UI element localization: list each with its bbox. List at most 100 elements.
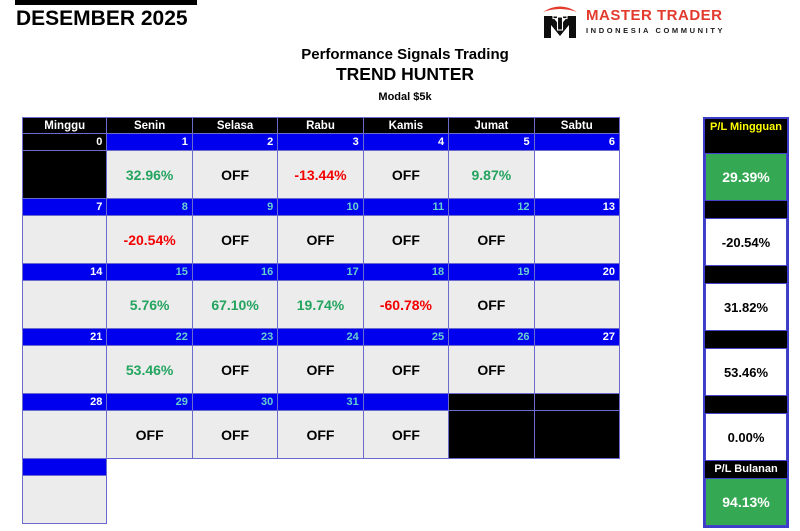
pl-spacer bbox=[705, 396, 787, 413]
date-cell: 14 bbox=[22, 264, 108, 281]
pl-panel: P/L Mingguan 29.39% -20.54% 31.82% 53.46… bbox=[703, 117, 789, 528]
value-row-week-5: OFF OFF OFF OFF bbox=[22, 411, 620, 459]
day-header-rabu: Rabu bbox=[278, 117, 364, 134]
date-cell: 20 bbox=[534, 264, 620, 281]
value-cell bbox=[22, 151, 108, 199]
day-header-jumat: Jumat bbox=[449, 117, 535, 134]
value-row-week-4: 53.46% OFF OFF OFF OFF bbox=[22, 346, 620, 394]
value-cell: OFF bbox=[363, 411, 450, 459]
date-cell: 17 bbox=[278, 264, 364, 281]
day-header-minggu: Minggu bbox=[22, 117, 108, 134]
date-row-week-2: 7 8 9 10 11 12 13 bbox=[22, 199, 620, 216]
date-cell: 9 bbox=[192, 199, 279, 216]
day-header-senin: Senin bbox=[107, 117, 193, 134]
date-cell: 0 bbox=[22, 134, 108, 151]
day-header-kamis: Kamis bbox=[363, 117, 450, 134]
value-cell: OFF bbox=[278, 216, 364, 264]
value-cell bbox=[22, 476, 108, 524]
pl-monthly-header: P/L Bulanan bbox=[705, 461, 787, 478]
pl-weekly-value: -20.54% bbox=[705, 218, 787, 266]
date-cell: 18 bbox=[363, 264, 450, 281]
value-cell: OFF bbox=[192, 346, 279, 394]
date-cell bbox=[449, 394, 535, 411]
date-cell: 10 bbox=[278, 199, 364, 216]
date-cell bbox=[534, 394, 620, 411]
day-header-sabtu: Sabtu bbox=[534, 117, 620, 134]
date-cell: 5 bbox=[449, 134, 535, 151]
value-row-week-6 bbox=[22, 476, 620, 524]
value-cell: -13.44% bbox=[278, 151, 364, 199]
date-cell: 7 bbox=[22, 199, 108, 216]
value-cell: -60.78% bbox=[363, 281, 450, 329]
value-cell bbox=[22, 216, 108, 264]
value-cell: OFF bbox=[192, 151, 279, 199]
modal-subtitle: Modal $5k bbox=[378, 91, 432, 103]
date-cell: 23 bbox=[192, 329, 279, 346]
value-cell bbox=[534, 281, 620, 329]
value-cell: OFF bbox=[363, 151, 450, 199]
value-row-week-3: 5.76% 67.10% 19.74% -60.78% OFF bbox=[22, 281, 620, 329]
date-row-week-1: 0 1 2 3 4 5 6 bbox=[22, 134, 620, 151]
pl-spacer bbox=[705, 201, 787, 218]
value-cell: OFF bbox=[192, 216, 279, 264]
strategy-title: TREND HUNTER bbox=[335, 64, 475, 84]
value-cell bbox=[22, 346, 108, 394]
value-cell: 53.46% bbox=[107, 346, 193, 394]
value-cell bbox=[534, 346, 620, 394]
pl-spacer bbox=[705, 136, 787, 153]
value-cell bbox=[534, 411, 620, 459]
brand-logo: MASTER TRADER INDONESIA COMMUNITY bbox=[540, 3, 725, 39]
value-cell: OFF bbox=[449, 281, 535, 329]
date-cell: 31 bbox=[278, 394, 364, 411]
date-cell: 22 bbox=[107, 329, 193, 346]
calendar-header-row: Minggu Senin Selasa Rabu Kamis Jumat Sab… bbox=[22, 117, 620, 134]
value-cell: OFF bbox=[449, 216, 535, 264]
date-cell: 19 bbox=[449, 264, 535, 281]
value-cell: 19.74% bbox=[278, 281, 364, 329]
master-trader-logo-icon bbox=[543, 6, 577, 38]
month-title: DESEMBER 2025 bbox=[16, 7, 188, 30]
date-cell: 26 bbox=[449, 329, 535, 346]
top-black-bar bbox=[15, 0, 197, 5]
date-cell: 29 bbox=[107, 394, 193, 411]
value-cell bbox=[534, 151, 620, 199]
value-cell: OFF bbox=[278, 411, 364, 459]
pl-spacer bbox=[705, 331, 787, 348]
value-cell: OFF bbox=[278, 346, 364, 394]
pl-monthly-value: 94.13% bbox=[705, 478, 787, 526]
date-cell: 2 bbox=[192, 134, 279, 151]
pl-weekly-value: 53.46% bbox=[705, 348, 787, 396]
pl-weekly-value: 0.00% bbox=[705, 413, 787, 461]
value-cell: 32.96% bbox=[107, 151, 193, 199]
date-row-week-3: 14 15 16 17 18 19 20 bbox=[22, 264, 620, 281]
pl-weekly-value: 31.82% bbox=[705, 283, 787, 331]
date-row-week-4: 21 22 23 24 25 26 27 bbox=[22, 329, 620, 346]
date-cell: 8 bbox=[107, 199, 193, 216]
date-cell: 1 bbox=[107, 134, 193, 151]
value-row-week-2: -20.54% OFF OFF OFF OFF bbox=[22, 216, 620, 264]
date-cell: 15 bbox=[107, 264, 193, 281]
value-cell bbox=[22, 411, 108, 459]
date-cell bbox=[363, 394, 450, 411]
pl-spacer bbox=[705, 266, 787, 283]
date-cell: 25 bbox=[363, 329, 450, 346]
date-cell: 13 bbox=[534, 199, 620, 216]
date-cell: 3 bbox=[278, 134, 364, 151]
value-cell: OFF bbox=[449, 346, 535, 394]
calendar-table: Minggu Senin Selasa Rabu Kamis Jumat Sab… bbox=[22, 117, 620, 524]
date-row-week-5: 28 29 30 31 bbox=[22, 394, 620, 411]
pl-weekly-value: 29.39% bbox=[705, 153, 787, 201]
value-cell: OFF bbox=[363, 346, 450, 394]
date-cell bbox=[22, 459, 108, 476]
value-cell: -20.54% bbox=[107, 216, 193, 264]
date-cell: 21 bbox=[22, 329, 108, 346]
date-cell: 4 bbox=[363, 134, 450, 151]
date-cell: 28 bbox=[22, 394, 108, 411]
value-cell bbox=[449, 411, 535, 459]
date-cell: 24 bbox=[278, 329, 364, 346]
value-cell: 67.10% bbox=[192, 281, 279, 329]
pl-weekly-header: P/L Mingguan bbox=[705, 119, 787, 136]
date-cell: 6 bbox=[534, 134, 620, 151]
value-cell: OFF bbox=[107, 411, 193, 459]
value-cell: OFF bbox=[363, 216, 450, 264]
